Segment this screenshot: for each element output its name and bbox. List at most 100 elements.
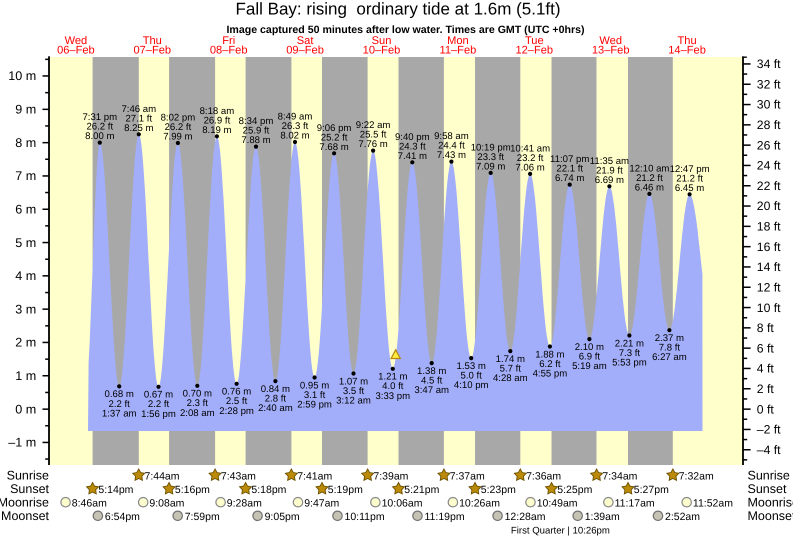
svg-text:2 m: 2 m (15, 336, 36, 350)
svg-text:7.09 m: 7.09 m (476, 161, 505, 172)
svg-text:3 m: 3 m (15, 302, 36, 316)
svg-text:5:27pm: 5:27pm (634, 484, 669, 496)
svg-text:Sunrise: Sunrise (7, 469, 49, 483)
svg-text:2:52am: 2:52am (665, 511, 700, 523)
svg-text:6.69 m: 6.69 m (595, 175, 624, 186)
svg-text:8:46am: 8:46am (72, 498, 107, 510)
svg-text:09–Feb: 09–Feb (286, 44, 324, 56)
svg-text:9:47am: 9:47am (304, 498, 339, 510)
svg-text:8.25 m: 8.25 m (124, 123, 153, 134)
svg-text:7:43am: 7:43am (221, 471, 256, 483)
svg-text:9:28am: 9:28am (227, 498, 262, 510)
svg-text:–1 m: –1 m (8, 436, 36, 450)
svg-text:14–Feb: 14–Feb (668, 44, 706, 56)
svg-text:10–Feb: 10–Feb (363, 44, 401, 56)
svg-text:08–Feb: 08–Feb (210, 44, 248, 56)
svg-text:26 ft: 26 ft (757, 138, 781, 152)
svg-text:4:55 pm: 4:55 pm (533, 369, 568, 380)
svg-text:Sunrise: Sunrise (748, 469, 790, 483)
svg-text:7.76 m: 7.76 m (358, 139, 387, 150)
svg-text:Moonset: Moonset (748, 509, 793, 523)
svg-text:2:40 am: 2:40 am (258, 403, 293, 414)
svg-text:9:05pm: 9:05pm (265, 511, 300, 523)
svg-text:Moonset: Moonset (1, 509, 49, 523)
svg-text:9 m: 9 m (15, 103, 36, 117)
svg-text:10 ft: 10 ft (757, 301, 781, 315)
svg-text:10:06am: 10:06am (382, 498, 423, 510)
svg-text:7:37am: 7:37am (450, 471, 485, 483)
svg-text:6 ft: 6 ft (757, 341, 775, 355)
svg-text:8 m: 8 m (15, 136, 36, 150)
svg-text:8.19 m: 8.19 m (202, 125, 231, 136)
svg-text:5:25pm: 5:25pm (557, 484, 592, 496)
svg-text:30 ft: 30 ft (757, 98, 781, 112)
svg-text:–2 ft: –2 ft (757, 423, 781, 437)
svg-text:1:37 am: 1:37 am (102, 408, 137, 419)
svg-text:5:23pm: 5:23pm (481, 484, 516, 496)
svg-text:07–Feb: 07–Feb (133, 44, 171, 56)
svg-text:7:32am: 7:32am (679, 471, 714, 483)
svg-text:5:14pm: 5:14pm (98, 484, 133, 496)
svg-text:8.02 m: 8.02 m (280, 131, 309, 142)
svg-text:6:54pm: 6:54pm (105, 511, 140, 523)
svg-text:1:56 pm: 1:56 pm (141, 409, 176, 420)
svg-text:5:21pm: 5:21pm (404, 484, 439, 496)
svg-text:3:12 am: 3:12 am (336, 396, 371, 407)
svg-text:11:17am: 11:17am (615, 498, 655, 510)
svg-text:7:44am: 7:44am (145, 471, 180, 483)
svg-text:20 ft: 20 ft (757, 199, 781, 213)
svg-text:34 ft: 34 ft (757, 57, 781, 71)
svg-text:7.43 m: 7.43 m (437, 150, 466, 161)
svg-text:4:10 pm: 4:10 pm (454, 380, 489, 391)
svg-text:First Quarter | 10:26pm: First Quarter | 10:26pm (511, 526, 610, 537)
svg-text:7.99 m: 7.99 m (163, 132, 192, 143)
svg-text:6.45 m: 6.45 m (675, 183, 704, 194)
svg-text:8.00 m: 8.00 m (85, 131, 114, 142)
svg-text:Moonrise: Moonrise (0, 496, 49, 510)
svg-text:10:11pm: 10:11pm (345, 511, 385, 523)
svg-text:2:28 pm: 2:28 pm (219, 406, 254, 417)
svg-text:11:19pm: 11:19pm (425, 511, 465, 523)
svg-text:0 ft: 0 ft (757, 402, 775, 416)
svg-text:2:08 am: 2:08 am (180, 408, 215, 419)
svg-text:5:16pm: 5:16pm (175, 484, 210, 496)
svg-text:5:19 am: 5:19 am (572, 361, 607, 372)
svg-text:7.41 m: 7.41 m (398, 151, 427, 162)
svg-text:5:19pm: 5:19pm (328, 484, 363, 496)
svg-text:5:18pm: 5:18pm (251, 484, 286, 496)
svg-text:7:59pm: 7:59pm (185, 511, 220, 523)
svg-text:0 m: 0 m (15, 402, 36, 416)
svg-text:Fall Bay: rising ordinary tid: Fall Bay: rising ordinary tide at 1.6m (… (235, 0, 560, 18)
svg-text:32 ft: 32 ft (757, 77, 781, 91)
svg-text:1 m: 1 m (15, 369, 36, 383)
svg-text:13–Feb: 13–Feb (592, 44, 630, 56)
svg-text:Moonrise: Moonrise (748, 496, 793, 510)
svg-text:18 ft: 18 ft (757, 220, 781, 234)
svg-text:7:41am: 7:41am (297, 471, 332, 483)
svg-text:11–Feb: 11–Feb (439, 44, 476, 56)
svg-text:5:53 pm: 5:53 pm (612, 358, 647, 369)
svg-text:Sunset: Sunset (748, 482, 787, 496)
svg-text:7.68 m: 7.68 m (319, 142, 348, 153)
svg-text:7.06 m: 7.06 m (515, 162, 544, 173)
svg-text:4 m: 4 m (15, 269, 36, 283)
svg-text:7 m: 7 m (15, 169, 36, 183)
svg-text:7.88 m: 7.88 m (241, 135, 270, 146)
svg-text:6:27 am: 6:27 am (652, 352, 687, 363)
svg-text:24 ft: 24 ft (757, 159, 781, 173)
svg-text:6 m: 6 m (15, 202, 36, 216)
svg-text:Sunset: Sunset (10, 482, 49, 496)
svg-text:10:49am: 10:49am (537, 498, 578, 510)
svg-text:–4 ft: –4 ft (757, 443, 781, 457)
svg-text:6.74 m: 6.74 m (555, 173, 584, 184)
svg-text:22 ft: 22 ft (757, 179, 781, 193)
svg-text:12:28am: 12:28am (505, 511, 546, 523)
svg-text:4:28 am: 4:28 am (493, 373, 528, 384)
svg-text:7:36am: 7:36am (526, 471, 561, 483)
svg-text:06–Feb: 06–Feb (57, 44, 95, 56)
svg-text:6.46 m: 6.46 m (635, 182, 664, 193)
svg-text:4 ft: 4 ft (757, 362, 775, 376)
svg-text:10:26am: 10:26am (459, 498, 500, 510)
svg-text:8 ft: 8 ft (757, 321, 775, 335)
svg-text:14 ft: 14 ft (757, 260, 781, 274)
